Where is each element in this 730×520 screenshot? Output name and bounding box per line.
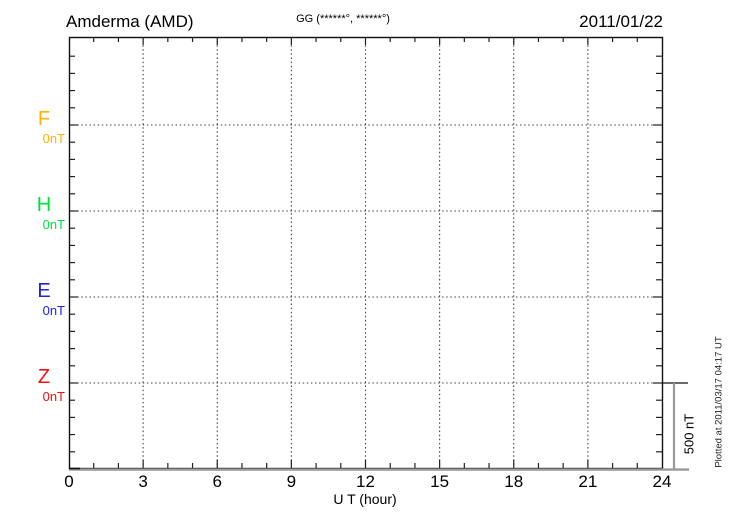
- channel-letter: E: [37, 280, 51, 302]
- x-tick-label: 12: [356, 472, 375, 491]
- x-tick-label: 9: [286, 472, 297, 491]
- x-tick-label: 15: [430, 472, 450, 491]
- station-title: Amderma (AMD): [66, 12, 194, 31]
- channel-label-group-z: Z 0nT: [20, 367, 68, 403]
- channel-label-group-e: E 0nT: [20, 281, 68, 317]
- x-tick-label: 6: [212, 472, 222, 491]
- channel-baseline-value: 0nT: [42, 389, 65, 404]
- plot-frame: [68, 36, 689, 471]
- plot-date: 2011/01/22: [579, 12, 663, 31]
- x-tick-label: 21: [578, 472, 598, 491]
- channel-letter: F: [37, 108, 51, 130]
- x-tick-label: 18: [504, 472, 524, 491]
- x-tick-label: 0: [64, 472, 74, 491]
- channel-letter: Z: [37, 366, 51, 388]
- channel-baseline-value: 0nT: [42, 303, 65, 318]
- frame-rect: [68, 36, 664, 470]
- grid-lines: [69, 37, 662, 468]
- scale-bar-label: 500 nT: [681, 413, 697, 455]
- channel-letter: H: [36, 194, 52, 216]
- x-axis-title: U T (hour): [333, 491, 397, 507]
- geographic-coordinates: GG (******°, ******°): [296, 13, 390, 25]
- x-tick-label: 3: [138, 472, 148, 491]
- channel-label-group-f: F 0nT: [20, 109, 68, 145]
- scale-bar: [662, 382, 688, 469]
- channel-baseline-value: 0nT: [42, 217, 65, 232]
- x-tick-label: 24: [652, 472, 672, 491]
- channel-label-group-h: H 0nT: [20, 195, 68, 231]
- plotted-timestamp-note: Plotted at 2011/03/17 04:17 UT: [713, 336, 725, 468]
- channel-baseline-value: 0nT: [42, 131, 65, 146]
- axis-ticks: [69, 37, 662, 468]
